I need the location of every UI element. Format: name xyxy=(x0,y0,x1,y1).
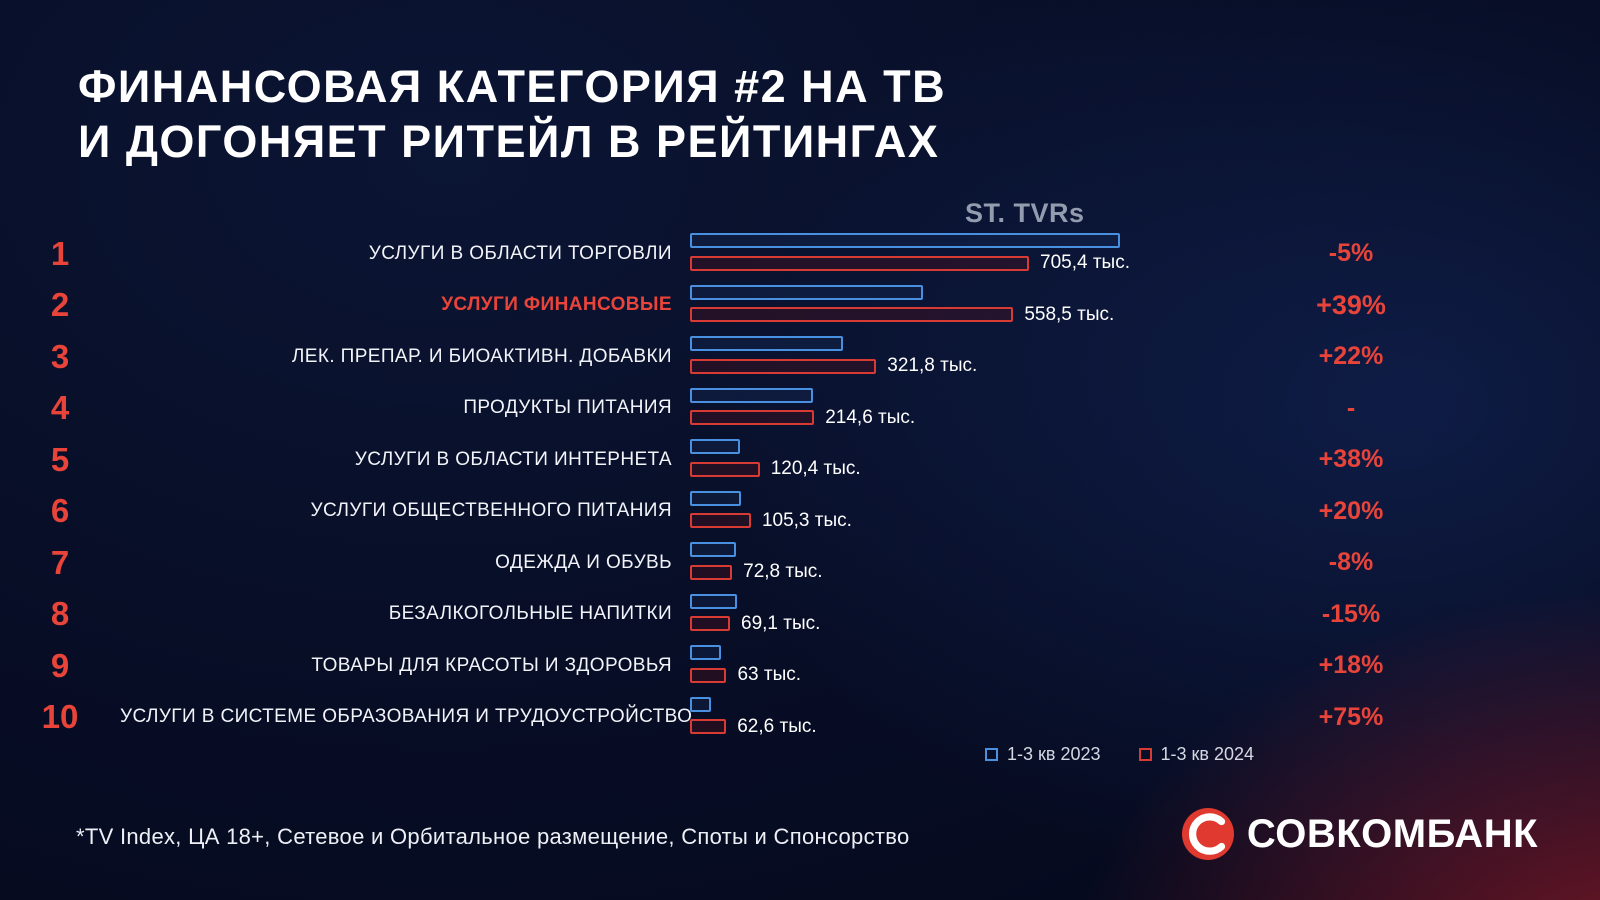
page-title-line2: И ДОГОНЯЕТ РИТЕЙЛ В РЕЙТИНГАХ xyxy=(78,115,940,167)
table-row: 5 УСЛУГИ В ОБЛАСТИ ИНТЕРНЕТА 120,4 тыс. … xyxy=(0,434,1600,486)
table-row: 2 УСЛУГИ ФИНАНСОВЫЕ 558,5 тыс. +39% xyxy=(0,280,1600,332)
legend-swatch-2024-icon xyxy=(1138,748,1152,761)
bar-group: 705,4 тыс. xyxy=(690,233,1130,274)
value-label: 69,1 тыс. xyxy=(741,612,821,634)
category-label: УСЛУГИ В СИСТЕМЕ ОБРАЗОВАНИЯ И ТРУДОУСТР… xyxy=(120,706,693,728)
change-label: +38% xyxy=(1318,445,1384,474)
rank-label: 8 xyxy=(50,595,70,633)
value-label: 62,6 тыс. xyxy=(737,715,817,737)
chart-title: ST. TVRs xyxy=(965,198,1085,228)
bar-2024 xyxy=(690,719,727,735)
bar-2024 xyxy=(690,358,877,374)
category-label: ПРОДУКТЫ ПИТАНИЯ xyxy=(463,397,672,419)
value-label: 63 тыс. xyxy=(737,664,802,686)
sovcombank-logo: СОВКОМБАНК xyxy=(1181,808,1538,860)
category-label: УСЛУГИ ОБЩЕСТВЕННОГО ПИТАНИЯ xyxy=(310,500,672,522)
rank-label: 5 xyxy=(50,440,70,478)
table-row: 3 ЛЕК. ПРЕПАР. И БИОАКТИВН. ДОБАВКИ 321,… xyxy=(0,331,1600,383)
logo-text: СОВКОМБАНК xyxy=(1246,811,1538,856)
rank-label: 4 xyxy=(50,389,70,427)
bar-group: 62,6 тыс. xyxy=(690,696,1130,738)
value-label: 72,8 тыс. xyxy=(743,561,823,583)
bar-2023 xyxy=(690,490,741,506)
footnote: *TV Index, ЦА 18+, Сетевое и Орбитальное… xyxy=(76,824,910,849)
rank-label: 1 xyxy=(50,234,70,272)
change-label: -15% xyxy=(1321,599,1381,628)
bar-group: 69,1 тыс. xyxy=(690,593,1130,635)
bar-2024 xyxy=(690,513,751,529)
bar-2024 xyxy=(690,255,1030,271)
table-row: 6 УСЛУГИ ОБЩЕСТВЕННОГО ПИТАНИЯ 105,3 тыс… xyxy=(0,486,1600,538)
value-label: 105,3 тыс. xyxy=(761,509,852,531)
value-label: 214,6 тыс. xyxy=(825,406,916,428)
change-label: -5% xyxy=(1328,239,1374,268)
category-label: ОДЕЖДА И ОБУВЬ xyxy=(495,551,672,573)
page-title-line1: ФИНАНСОВАЯ КАТЕГОРИЯ #2 НА ТВ xyxy=(78,61,947,112)
sovcombank-logo-icon xyxy=(1181,808,1234,860)
bar-group: 120,4 тыс. xyxy=(690,439,1130,480)
bar-2024 xyxy=(690,616,730,632)
category-label: УСЛУГИ ФИНАНСОВЫЕ xyxy=(441,294,672,316)
category-label: УСЛУГИ В ОБЛАСТИ ИНТЕРНЕТА xyxy=(354,448,672,470)
category-label: УСЛУГИ В ОБЛАСТИ ТОРГОВЛИ xyxy=(368,242,672,264)
table-row: 4 ПРОДУКТЫ ПИТАНИЯ 214,6 тыс. - xyxy=(0,383,1600,435)
change-label: - xyxy=(1346,393,1356,422)
table-row: 9 ТОВАРЫ ДЛЯ КРАСОТЫ И ЗДОРОВЬЯ 63 тыс. … xyxy=(0,640,1600,692)
rank-label: 3 xyxy=(50,337,70,375)
rank-label: 9 xyxy=(50,646,70,684)
legend-swatch-2023-icon xyxy=(985,748,998,761)
change-label: +18% xyxy=(1318,651,1384,680)
page-title: ФИНАНСОВАЯ КАТЕГОРИЯ #2 НА ТВ И ДОГОНЯЕТ… xyxy=(78,60,946,170)
rank-label: 6 xyxy=(50,492,70,530)
value-label: 558,5 тыс. xyxy=(1024,303,1115,325)
bar-2024 xyxy=(690,410,815,426)
legend-item-2024: 1-3 кв 2024 xyxy=(1138,744,1255,765)
bar-group: 63 тыс. xyxy=(690,645,1130,686)
chart-rows: 1 УСЛУГИ В ОБЛАСТИ ТОРГОВЛИ 705,4 тыс. -… xyxy=(0,228,1600,743)
change-label: +75% xyxy=(1318,702,1384,731)
bar-2023 xyxy=(690,336,843,352)
rank-label: 10 xyxy=(41,698,79,736)
bar-2024 xyxy=(690,461,760,477)
bar-2023 xyxy=(690,542,736,558)
rank-label: 7 xyxy=(50,543,70,581)
table-row: 10 УСЛУГИ В СИСТЕМЕ ОБРАЗОВАНИЯ И ТРУДОУ… xyxy=(0,692,1600,744)
bar-2023 xyxy=(690,696,711,712)
category-label: ТОВАРЫ ДЛЯ КРАСОТЫ И ЗДОРОВЬЯ xyxy=(311,654,672,676)
bar-2024 xyxy=(690,307,1014,323)
bar-2023 xyxy=(690,439,741,455)
bar-2023 xyxy=(690,387,814,403)
bar-2023 xyxy=(690,593,738,609)
bar-group: 214,6 тыс. xyxy=(690,387,1130,429)
rank-label: 2 xyxy=(50,286,70,324)
table-row: 1 УСЛУГИ В ОБЛАСТИ ТОРГОВЛИ 705,4 тыс. -… xyxy=(0,228,1600,280)
table-row: 8 БЕЗАЛКОГОЛЬНЫЕ НАПИТКИ 69,1 тыс. -15% xyxy=(0,589,1600,641)
change-label: -8% xyxy=(1328,548,1374,577)
legend-label-2024: 1-3 кв 2024 xyxy=(1160,744,1255,764)
bar-2023 xyxy=(690,284,923,300)
category-label: БЕЗАЛКОГОЛЬНЫЕ НАПИТКИ xyxy=(388,603,672,625)
change-label: +20% xyxy=(1318,496,1384,525)
bar-group: 72,8 тыс. xyxy=(690,542,1130,583)
bar-group: 105,3 тыс. xyxy=(690,490,1130,532)
bar-2024 xyxy=(690,667,727,683)
change-label: +39% xyxy=(1316,289,1386,320)
value-label: 705,4 тыс. xyxy=(1040,252,1130,274)
bar-2023 xyxy=(690,645,721,661)
bar-group: 558,5 тыс. xyxy=(690,284,1130,326)
legend-label-2023: 1-3 кв 2023 xyxy=(1007,744,1101,764)
chart-legend: 1-3 кв 2023 1-3 кв 2024 xyxy=(985,744,1254,765)
category-label: ЛЕК. ПРЕПАР. И БИОАКТИВН. ДОБАВКИ xyxy=(291,345,672,367)
value-label: 120,4 тыс. xyxy=(770,458,861,480)
bar-2023 xyxy=(690,233,1120,249)
value-label: 321,8 тыс. xyxy=(887,355,978,377)
legend-item-2023: 1-3 кв 2023 xyxy=(985,744,1101,765)
bar-2024 xyxy=(690,564,733,580)
bar-group: 321,8 тыс. xyxy=(690,336,1130,377)
table-row: 7 ОДЕЖДА И ОБУВЬ 72,8 тыс. -8% xyxy=(0,537,1600,589)
change-label: +22% xyxy=(1318,342,1384,371)
